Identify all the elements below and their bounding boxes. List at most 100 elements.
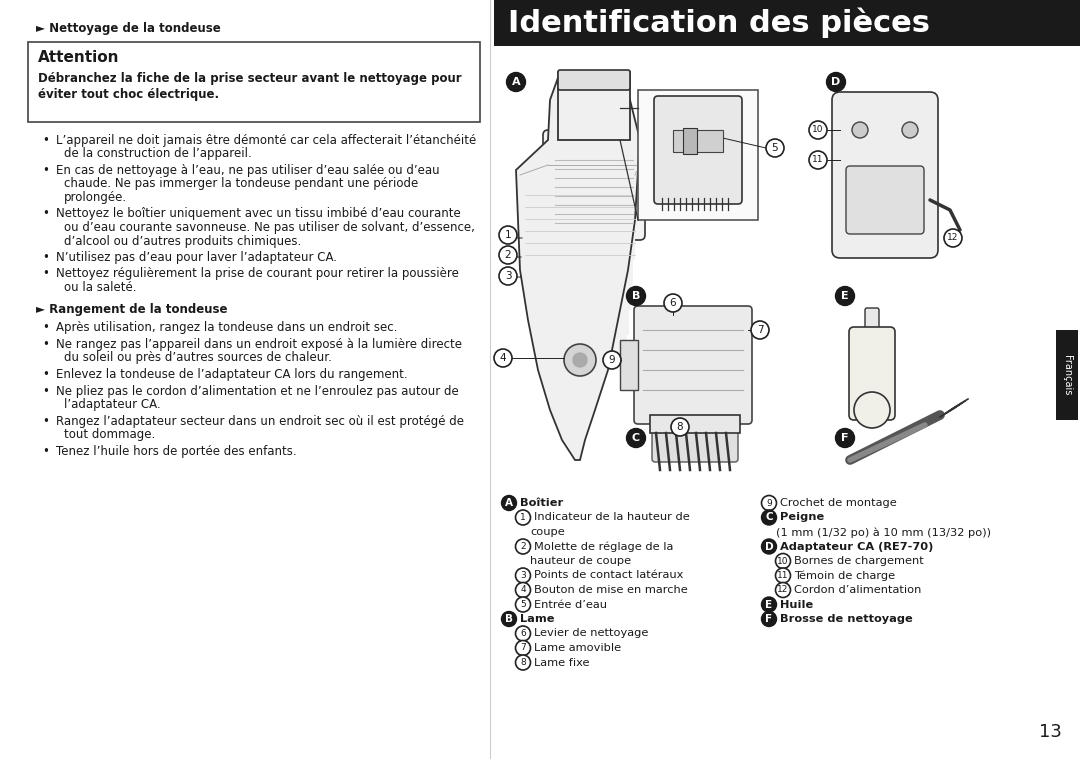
Bar: [559, 310, 629, 335]
Text: Points de contact latéraux: Points de contact latéraux: [534, 571, 684, 581]
Text: Français: Français: [1062, 354, 1072, 395]
Text: Bornes de chargement: Bornes de chargement: [794, 556, 923, 566]
Circle shape: [766, 139, 784, 157]
Circle shape: [501, 496, 516, 511]
Bar: [650, 415, 740, 433]
Text: d’alcool ou d’autres produits chimiques.: d’alcool ou d’autres produits chimiques.: [64, 235, 301, 247]
Circle shape: [944, 229, 962, 247]
Circle shape: [826, 73, 846, 92]
Text: 12: 12: [947, 234, 959, 242]
Text: B: B: [632, 291, 640, 301]
Circle shape: [626, 286, 646, 306]
Text: 8: 8: [677, 422, 684, 432]
Text: Rangez l’adaptateur secteur dans un endroit sec où il est protégé de: Rangez l’adaptateur secteur dans un endr…: [56, 414, 464, 427]
Text: F: F: [766, 614, 772, 624]
Circle shape: [761, 612, 777, 626]
FancyBboxPatch shape: [832, 92, 939, 258]
Text: F: F: [841, 433, 849, 443]
FancyBboxPatch shape: [652, 426, 738, 462]
Circle shape: [626, 429, 646, 448]
Circle shape: [515, 655, 530, 670]
Circle shape: [761, 539, 777, 554]
Text: D: D: [832, 77, 840, 87]
Circle shape: [836, 286, 854, 306]
Circle shape: [499, 267, 517, 285]
Bar: [555, 260, 633, 285]
FancyBboxPatch shape: [558, 70, 630, 90]
Text: En cas de nettoyage à l’eau, ne pas utiliser d’eau salée ou d’eau: En cas de nettoyage à l’eau, ne pas util…: [56, 164, 440, 177]
Text: 8: 8: [521, 658, 526, 667]
Bar: [561, 335, 627, 360]
PathPatch shape: [516, 72, 640, 460]
Circle shape: [499, 246, 517, 264]
Text: 12: 12: [778, 585, 788, 594]
Text: A: A: [512, 77, 521, 87]
Text: l’adaptateur CA.: l’adaptateur CA.: [64, 398, 161, 411]
Text: Identification des pièces: Identification des pièces: [508, 8, 930, 38]
Bar: [683, 128, 697, 154]
Text: Débranchez la fiche de la prise secteur avant le nettoyage pour: Débranchez la fiche de la prise secteur …: [38, 72, 461, 85]
Circle shape: [902, 122, 918, 138]
Text: Lame amovible: Lame amovible: [534, 643, 621, 653]
Text: E: E: [841, 291, 849, 301]
Text: 9: 9: [766, 499, 772, 508]
Circle shape: [515, 510, 530, 525]
FancyBboxPatch shape: [849, 327, 895, 420]
Text: ou la saleté.: ou la saleté.: [64, 281, 136, 294]
Circle shape: [494, 349, 512, 367]
Text: hauteur de coupe: hauteur de coupe: [530, 556, 631, 566]
Bar: [494, 0, 1080, 46]
Text: Lame: Lame: [519, 614, 554, 624]
Circle shape: [775, 582, 791, 597]
Circle shape: [499, 226, 517, 244]
Text: du soleil ou près d’autres sources de chaleur.: du soleil ou près d’autres sources de ch…: [64, 351, 332, 364]
Text: Lame fixe: Lame fixe: [534, 657, 590, 667]
FancyBboxPatch shape: [634, 306, 752, 424]
Text: Tenez l’huile hors de portée des enfants.: Tenez l’huile hors de portée des enfants…: [56, 445, 297, 458]
Circle shape: [809, 121, 827, 139]
Text: Crochet de montage: Crochet de montage: [780, 498, 896, 508]
Text: (1 mm (1/32 po) à 10 mm (13/32 po)): (1 mm (1/32 po) à 10 mm (13/32 po)): [777, 527, 991, 537]
Text: Levier de nettoyage: Levier de nettoyage: [534, 628, 648, 638]
Text: •: •: [42, 134, 50, 147]
Text: 6: 6: [670, 298, 676, 308]
Text: 5: 5: [772, 143, 779, 153]
Text: éviter tout choc électrique.: éviter tout choc électrique.: [38, 88, 219, 101]
Text: 4: 4: [500, 353, 507, 363]
Text: •: •: [42, 368, 50, 381]
Circle shape: [761, 510, 777, 525]
Bar: [673, 130, 723, 152]
Text: D: D: [765, 541, 773, 552]
Text: 1: 1: [504, 230, 511, 240]
Text: Ne pliez pas le cordon d’alimentation et ne l’enroulez pas autour de: Ne pliez pas le cordon d’alimentation et…: [56, 385, 459, 398]
Bar: [638, 90, 758, 220]
Text: B: B: [505, 614, 513, 624]
Circle shape: [761, 496, 777, 511]
Text: 1: 1: [521, 513, 526, 522]
Text: Brosse de nettoyage: Brosse de nettoyage: [780, 614, 913, 624]
Text: coupe: coupe: [530, 527, 565, 537]
Text: Après utilisation, rangez la tondeuse dans un endroit sec.: Après utilisation, rangez la tondeuse da…: [56, 322, 397, 335]
Circle shape: [751, 321, 769, 339]
Bar: [28, 42, 480, 122]
Text: ► Rangement de la tondeuse: ► Rangement de la tondeuse: [36, 304, 228, 317]
Circle shape: [515, 568, 530, 583]
Text: Indicateur de la hauteur de: Indicateur de la hauteur de: [534, 512, 690, 522]
Text: Ne rangez pas l’appareil dans un endroit exposé à la lumière directe: Ne rangez pas l’appareil dans un endroit…: [56, 338, 462, 351]
Text: Molette de réglage de la: Molette de réglage de la: [534, 541, 673, 552]
Circle shape: [603, 351, 621, 369]
Text: •: •: [42, 338, 50, 351]
Text: C: C: [766, 512, 773, 522]
Text: C: C: [632, 433, 640, 443]
Text: 3: 3: [504, 271, 511, 281]
Text: Peigne: Peigne: [780, 512, 824, 522]
Text: chaude. Ne pas immerger la tondeuse pendant une période: chaude. Ne pas immerger la tondeuse pend…: [64, 178, 418, 191]
Text: 5: 5: [521, 600, 526, 609]
Text: tout dommage.: tout dommage.: [64, 428, 156, 441]
Text: 2: 2: [521, 542, 526, 551]
Text: Cordon d’alimentation: Cordon d’alimentation: [794, 585, 921, 595]
Circle shape: [573, 353, 588, 367]
Text: ► Nettoyage de la tondeuse: ► Nettoyage de la tondeuse: [36, 22, 220, 35]
Circle shape: [852, 122, 868, 138]
Text: 13: 13: [1039, 723, 1062, 741]
